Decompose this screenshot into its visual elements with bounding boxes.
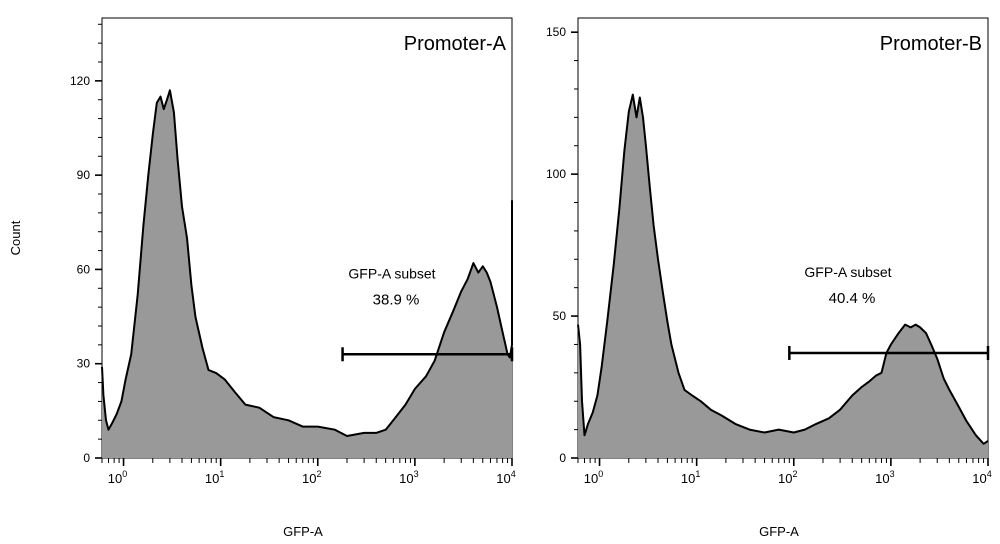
x-tick-label-exponent: 4: [987, 469, 992, 479]
histogram-line: [577, 93, 989, 445]
x-tick-label: 104: [496, 469, 515, 486]
x-tick-label-exponent: 4: [511, 469, 516, 479]
y-tick-label: 150: [546, 25, 566, 39]
y-tick-label: 50: [553, 309, 567, 323]
histogram-area: [578, 94, 988, 458]
x-tick-label: 103: [875, 469, 894, 486]
y-tick-label: 0: [83, 451, 90, 465]
x-tick-label-base: 10: [972, 471, 986, 486]
x-tick-label-base: 10: [302, 471, 316, 486]
x-tick-label-exponent: 1: [219, 469, 224, 479]
x-tick-label: 101: [681, 469, 700, 486]
x-axis-label: GFP-A: [759, 524, 799, 539]
x-tick-label-exponent: 0: [598, 469, 603, 479]
y-tick-label: 60: [77, 262, 91, 276]
x-tick-label-exponent: 3: [890, 469, 895, 479]
y-tick-label: 0: [559, 451, 566, 465]
x-tick-label-base: 10: [205, 471, 219, 486]
x-tick-label-base: 10: [108, 471, 122, 486]
x-tick-label: 103: [399, 469, 418, 486]
x-tick-label: 104: [972, 469, 991, 486]
x-tick-label: 100: [584, 469, 603, 486]
gate-label: GFP-A subset: [804, 264, 891, 280]
x-tick-label-exponent: 0: [122, 469, 127, 479]
x-tick-label-exponent: 2: [316, 469, 321, 479]
x-tick-label: 101: [205, 469, 224, 486]
x-tick-label-base: 10: [681, 471, 695, 486]
y-axis-label: Count: [8, 220, 23, 255]
x-tick-label-base: 10: [875, 471, 889, 486]
panel-title: Promoter-B: [880, 33, 982, 55]
panel-title: Promoter-A: [404, 33, 507, 55]
x-tick-label-exponent: 1: [695, 469, 700, 479]
histogram-area: [102, 90, 512, 459]
y-tick-label: 100: [546, 167, 566, 181]
x-tick-label-exponent: 2: [792, 469, 797, 479]
gate-percent: 38.9 %: [373, 291, 420, 308]
gate-label: GFP-A subset: [348, 265, 435, 281]
y-tick-label: 120: [70, 74, 90, 88]
x-tick-label-base: 10: [778, 471, 792, 486]
x-tick-label-base: 10: [584, 471, 598, 486]
x-tick-label: 102: [302, 469, 321, 486]
x-tick-label-base: 10: [496, 471, 510, 486]
x-tick-label-base: 10: [399, 471, 413, 486]
gate-percent: 40.4 %: [829, 290, 876, 307]
y-tick-label: 90: [77, 168, 91, 182]
x-axis-label: GFP-A: [283, 524, 323, 539]
x-tick-label: 100: [108, 469, 127, 486]
x-tick-label-exponent: 3: [414, 469, 419, 479]
histogram-line: [101, 89, 513, 437]
x-tick-label: 102: [778, 469, 797, 486]
y-tick-label: 30: [77, 357, 91, 371]
